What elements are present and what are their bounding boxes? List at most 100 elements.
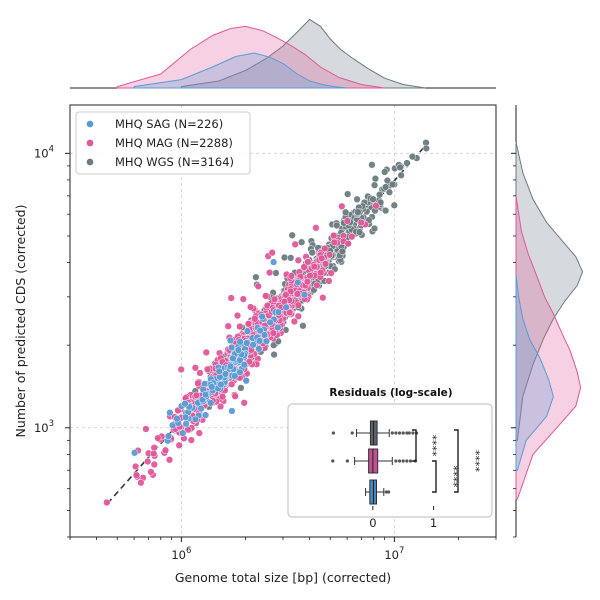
scatter-point <box>215 367 223 375</box>
scatter-point <box>260 331 269 339</box>
scatter-point <box>244 320 253 328</box>
scatter-point <box>236 368 244 376</box>
scatter-point <box>265 268 274 277</box>
scatter-point <box>207 399 215 407</box>
scatter-point <box>385 188 394 196</box>
scatter-point <box>344 240 352 248</box>
box-outlier <box>350 431 354 435</box>
scatter-point <box>338 247 347 256</box>
scatter-point <box>239 295 247 303</box>
scatter-point <box>144 457 152 466</box>
scatter-point <box>319 294 327 302</box>
scatter-point <box>191 415 200 424</box>
legend-marker <box>86 139 94 147</box>
scatter-point <box>131 462 140 471</box>
scatter-point <box>293 290 302 298</box>
top-density-curve <box>116 25 385 89</box>
scatter-point <box>280 253 289 262</box>
scatter-point <box>258 312 266 321</box>
box-outlier <box>345 459 349 463</box>
scatter-point <box>262 292 270 300</box>
scatter-point <box>187 436 195 444</box>
scatter-point <box>240 361 248 369</box>
scatter-point <box>154 434 162 442</box>
scatter-point <box>268 249 276 257</box>
scatter-point <box>262 337 271 345</box>
scatter-point <box>226 362 235 370</box>
scatter-point <box>196 369 204 377</box>
box-outlier <box>401 431 405 435</box>
x-tick-label: 107 <box>384 546 404 562</box>
scatter-point <box>372 202 380 210</box>
scatter-point <box>344 190 352 198</box>
scatter-point <box>390 201 398 209</box>
scatter-point <box>370 224 379 233</box>
scatter-point <box>294 256 302 264</box>
scatter-point <box>357 218 365 227</box>
scatter-point <box>294 278 302 287</box>
significance-label: **** <box>426 435 439 458</box>
right-density-curve <box>515 275 554 471</box>
scatter-point <box>422 144 430 153</box>
scatter-point <box>251 315 259 323</box>
scatter-point <box>216 402 225 411</box>
scatter-point <box>233 311 242 320</box>
inset-title: Residuals (log-scale) <box>329 387 452 399</box>
scatter-point <box>330 238 338 247</box>
scatter-point <box>274 323 282 332</box>
scatter-point <box>333 221 341 230</box>
scatter-point <box>291 240 299 248</box>
scatter-point <box>165 456 174 464</box>
scatter-point <box>370 181 379 189</box>
scatter-point <box>224 322 232 330</box>
scatter-point <box>137 479 145 487</box>
scatter-point <box>294 312 302 320</box>
scatter-point <box>381 168 389 176</box>
scatter-point <box>375 191 384 199</box>
scatter-point <box>191 364 200 372</box>
scatter-point <box>306 272 314 280</box>
legend: MHQ SAG (N=226) MHQ MAG (N=2288) MHQ WGS (… <box>75 111 251 175</box>
scatter-point <box>166 409 174 417</box>
scatter-point <box>308 248 316 257</box>
scatter-point <box>150 449 158 458</box>
scatter-point <box>181 400 189 408</box>
y-axis-label: Number of predicted CDS (corrected) <box>13 205 28 438</box>
top-marginal-density <box>70 18 496 89</box>
box-outlier <box>394 459 398 463</box>
box-outlier <box>405 431 409 435</box>
scatter-point <box>343 217 351 225</box>
scatter-point <box>252 273 260 281</box>
scatter-point <box>321 260 330 268</box>
scatter-point <box>290 317 299 326</box>
scatter-point <box>218 393 227 401</box>
scatter-point <box>330 231 338 240</box>
scatter-point <box>381 183 390 191</box>
scatter-point <box>403 159 411 167</box>
significance-bracket <box>454 429 459 493</box>
scatter-point <box>201 390 210 399</box>
scatter-point <box>103 498 111 507</box>
scatter-point <box>303 278 312 286</box>
scatter-point <box>236 338 244 346</box>
scatter-point <box>274 308 283 316</box>
legend-label: MHQ MAG (N=2288) <box>115 136 233 150</box>
scatter-point <box>288 231 296 239</box>
main-ticks: 106 107 103 104 <box>34 144 497 562</box>
scatter-point <box>231 392 239 400</box>
inset-x-tick-label: 1 <box>430 516 437 530</box>
scatter-point <box>310 263 318 271</box>
scatter-point <box>194 379 202 387</box>
box-outlier <box>411 431 415 435</box>
scatter-point <box>408 152 417 161</box>
scatter-point <box>161 446 170 454</box>
scatter-point <box>227 294 235 302</box>
scatter-point <box>237 384 245 392</box>
scatter-point <box>132 471 141 479</box>
residuals-inset: Residuals (log-scale) 0 1 **** **** **** <box>287 387 493 530</box>
significance-bracket <box>412 429 417 462</box>
scatter-point <box>208 383 216 391</box>
scatter-point <box>231 372 239 380</box>
scatter-point <box>341 208 350 216</box>
